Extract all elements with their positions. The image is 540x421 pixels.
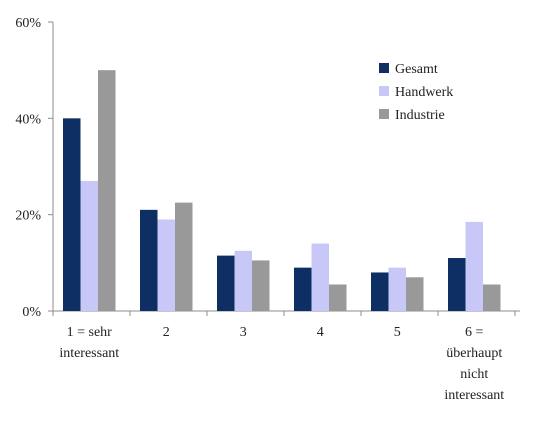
bar-industrie-4: [329, 284, 347, 311]
bar-gesamt-5: [371, 272, 389, 311]
x-tick-label: 4: [317, 325, 324, 340]
legend-label-industrie: Industrie: [395, 108, 445, 123]
bar-industrie-1: [98, 70, 116, 312]
bar-handwerk-2: [157, 219, 175, 311]
x-tick-label: nicht: [460, 367, 488, 382]
bar-handwerk-3: [234, 250, 252, 311]
x-tick-label: 6 =: [465, 325, 484, 340]
x-tick-label: 5: [394, 325, 401, 340]
y-tick-label: 0%: [22, 305, 41, 320]
y-tick-label: 20%: [15, 209, 41, 224]
bar-gesamt-6: [448, 258, 466, 311]
bar-industrie-3: [252, 260, 270, 311]
bar-handwerk-4: [311, 243, 329, 311]
bar-handwerk-5: [388, 267, 406, 311]
x-tick-label: 1 = sehr: [67, 325, 113, 340]
bar-gesamt-2: [140, 209, 158, 311]
bar-handwerk-1: [80, 180, 98, 311]
bar-handwerk-6: [465, 221, 483, 311]
bar-industrie-6: [483, 284, 501, 311]
x-tick-label: 2: [163, 325, 170, 340]
y-tick-label: 40%: [15, 112, 41, 127]
legend-swatch-handwerk: [379, 86, 389, 96]
bar-industrie-2: [175, 202, 193, 311]
x-tick-label: überhaupt: [446, 346, 502, 361]
bar-gesamt-1: [63, 118, 81, 311]
x-tick-label: 3: [240, 325, 247, 340]
bar-industrie-5: [406, 277, 424, 311]
y-tick-label: 60%: [15, 16, 41, 31]
legend-label-handwerk: Handwerk: [395, 85, 453, 100]
x-tick-label: interessant: [59, 346, 119, 361]
legend-swatch-gesamt: [379, 63, 389, 73]
bar-gesamt-4: [294, 267, 312, 311]
bar-gesamt-3: [217, 255, 235, 311]
legend-label-gesamt: Gesamt: [395, 62, 438, 77]
legend-swatch-industrie: [379, 109, 389, 119]
x-tick-label: interessant: [444, 388, 504, 403]
